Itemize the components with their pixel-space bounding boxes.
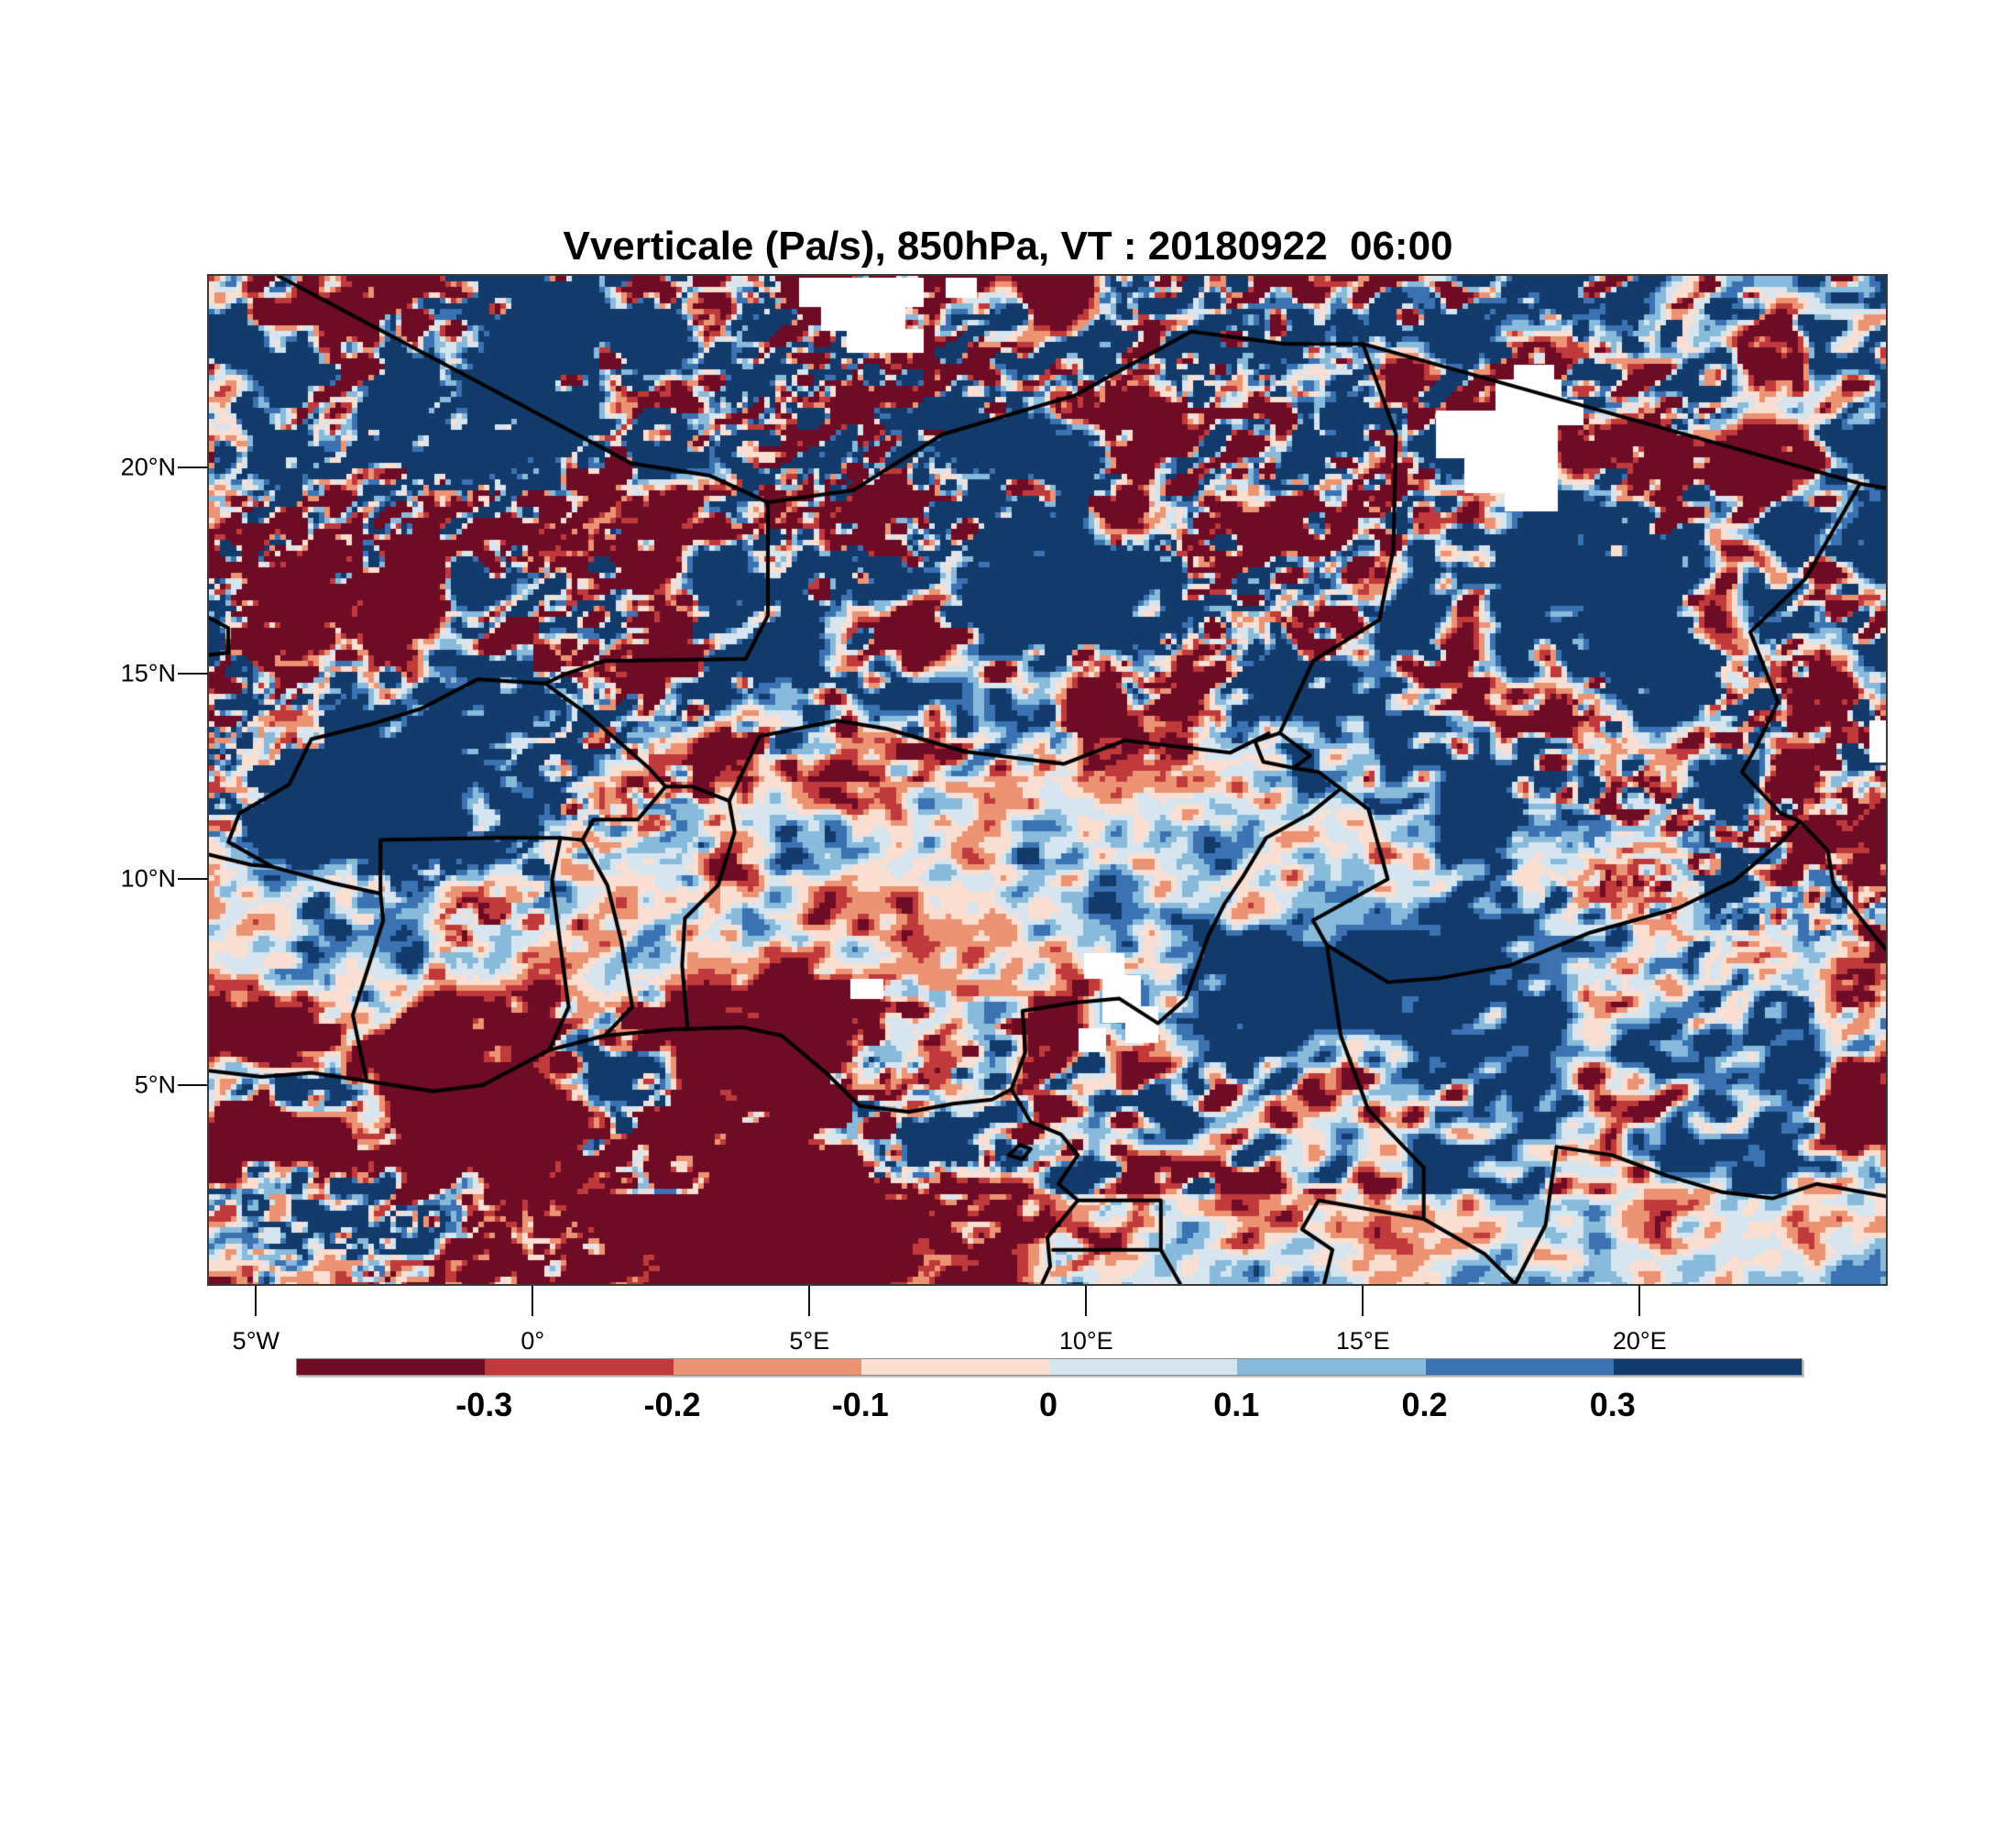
colorbar-segment [860,1359,1049,1375]
map-plot-area [207,274,1888,1286]
x-tick-label: 5°E [789,1327,830,1355]
x-tick-mark [255,1286,257,1316]
colorbar-label: 0.2 [1401,1386,1448,1423]
y-tick-mark [178,1083,208,1086]
x-tick-label: 15°E [1335,1327,1390,1355]
y-tick-label: 10°N [120,864,176,893]
colorbar-segment [1049,1359,1238,1375]
x-tick-mark [808,1286,811,1316]
plot-title: Vverticale (Pa/s), 850hPa, VT : 20180922… [563,224,1453,269]
y-tick-mark [178,466,208,468]
x-tick-mark [1362,1286,1364,1316]
x-tick-mark [1085,1286,1088,1316]
y-tick-label: 15°N [120,659,176,687]
y-tick-mark [178,878,208,881]
colorbar-label: 0 [1038,1386,1058,1423]
x-tick-label: 10°E [1058,1327,1113,1355]
colorbar-label: -0.2 [643,1386,701,1423]
x-tick-label: 5°W [232,1327,279,1355]
colorbar-segment [1425,1359,1614,1375]
colorbar-label: -0.3 [455,1386,513,1423]
x-tick-mark [1638,1286,1641,1316]
x-tick-mark [531,1286,534,1316]
colorbar-label: -0.1 [831,1386,889,1423]
y-tick-mark [178,672,208,675]
map-canvas [209,276,1886,1284]
colorbar-segment [673,1359,861,1375]
colorbar-segment [485,1359,674,1375]
y-tick-label: 5°N [134,1070,176,1099]
colorbar [296,1358,1802,1376]
colorbar-segment [1613,1359,1802,1375]
x-tick-label: 20°E [1612,1327,1667,1355]
colorbar-label: 0.3 [1589,1386,1636,1423]
y-tick-label: 20°N [120,453,176,481]
colorbar-label: 0.1 [1213,1386,1260,1423]
colorbar-segment [1237,1359,1426,1375]
colorbar-segment [297,1359,486,1375]
x-tick-label: 0° [520,1327,545,1355]
